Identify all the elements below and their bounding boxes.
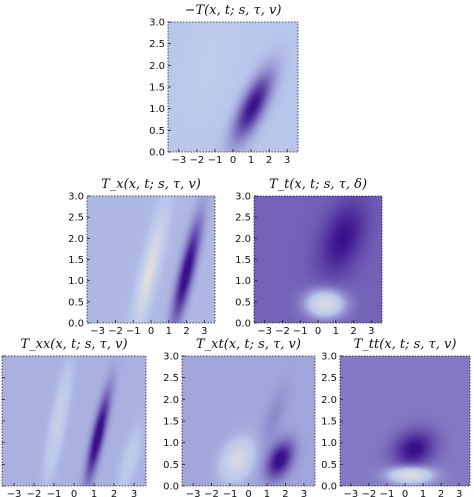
- y-tick-label: 0.5: [163, 460, 179, 471]
- y-tick-label: 2.0: [321, 395, 337, 406]
- x-tick-label: −3: [257, 326, 272, 337]
- y-tick-label: 2.5: [68, 213, 84, 224]
- x-tick-label: 2: [438, 489, 444, 497]
- heatmap-image: [254, 196, 382, 323]
- y-tick-label: 1.5: [163, 417, 179, 428]
- y-tick-label: 2.0: [163, 395, 179, 406]
- y-tick-label: 1.5: [321, 417, 337, 428]
- y-tick-label: 2.5: [149, 39, 165, 50]
- y-tick-label: 3.0: [163, 352, 179, 363]
- panel-title: T_tt(x, t; s, τ, v): [354, 337, 457, 352]
- x-tick-label: −2: [190, 155, 205, 166]
- y-tick-label: 1.0: [149, 104, 165, 115]
- y-tick-label: 1.0: [163, 438, 179, 449]
- y-tick-label: 3.0: [149, 18, 165, 29]
- x-tick-label: 2: [282, 489, 288, 497]
- x-tick-label: −2: [204, 489, 219, 497]
- x-tick-label: −2: [27, 489, 42, 497]
- y-tick-label: 2.5: [235, 213, 251, 224]
- x-tick-label: 3: [368, 326, 374, 337]
- heatmap-image: [2, 356, 146, 486]
- x-tick-label: −1: [208, 155, 223, 166]
- y-tick-label: 3.0: [68, 192, 84, 203]
- x-tick-label: −1: [126, 326, 141, 337]
- x-tick-label: 0: [230, 155, 236, 166]
- x-tick-label: −3: [171, 155, 186, 166]
- plot-frame: [181, 355, 316, 487]
- y-tick-label: 1.5: [149, 83, 165, 94]
- heatmap-panel-1: −T(x, t; s, τ, v) −3 −2 −1 0 1 2 3 0.0 0.5 1.0 1.5 2…: [149, 3, 299, 166]
- y-tick-label: 0.0: [163, 482, 179, 493]
- heatmap-panel-6: T_tt(x, t; s, τ, v) −3 −2 −1 0 1 2 3 0.0 0.5 1.0 1.…: [321, 337, 471, 497]
- x-tick-label: 3: [456, 489, 462, 497]
- heatmap-image: [340, 356, 470, 486]
- x-tick-label: 0: [71, 489, 77, 497]
- y-tick-label: 0.0: [321, 482, 337, 493]
- y-tick-label: 2.0: [149, 61, 165, 72]
- y-tick-label: 1.0: [321, 438, 337, 449]
- x-tick-label: 1: [264, 489, 270, 497]
- y-tick-label: 1.0: [235, 276, 251, 287]
- y-tick-label: 0.5: [321, 460, 337, 471]
- x-tick-label: −2: [362, 489, 377, 497]
- x-tick-label: −1: [380, 489, 395, 497]
- panel-title: T_t(x, t; s, τ, δ): [269, 177, 367, 192]
- heatmap-image: [87, 196, 215, 323]
- x-tick-label: 0: [148, 326, 154, 337]
- x-tick-label: 1: [333, 326, 339, 337]
- x-tick-label: 1: [166, 326, 172, 337]
- x-tick-label: 1: [248, 155, 254, 166]
- x-tick-label: 2: [183, 326, 189, 337]
- x-tick-label: 2: [350, 326, 356, 337]
- y-tick-label: 2.5: [321, 373, 337, 384]
- x-tick-label: 0: [315, 326, 321, 337]
- panel-title: T_xt(x, t; s, τ, v): [196, 337, 301, 352]
- x-tick-label: −1: [47, 489, 62, 497]
- y-tick-label: 3.0: [235, 192, 251, 203]
- y-tick-label: 0.0: [235, 319, 251, 330]
- x-tick-label: −3: [90, 326, 105, 337]
- panel-title: −T(x, t; s, τ, v): [185, 3, 282, 18]
- x-tick-label: 2: [266, 155, 272, 166]
- x-tick-label: −3: [186, 489, 201, 497]
- x-tick-label: 3: [284, 155, 290, 166]
- x-tick-label: 3: [301, 489, 307, 497]
- y-tick-label: 0.5: [149, 126, 165, 137]
- x-tick-label: 1: [420, 489, 426, 497]
- y-tick-label: 2.0: [235, 234, 251, 245]
- y-tick-label: 1.5: [68, 255, 84, 266]
- heatmap-panel-3: T_t(x, t; s, τ, δ) −3 −2 −1 0 1 2 3 0.0 0.5 1.0 1.5…: [235, 177, 383, 337]
- x-tick-label: −3: [343, 489, 358, 497]
- x-tick-label: −3: [7, 489, 22, 497]
- y-tick-label: 2.5: [163, 373, 179, 384]
- panel-title: T_xx(x, t; s, τ, v): [20, 337, 127, 352]
- x-tick-label: −1: [293, 326, 308, 337]
- y-tick-label: 0.0: [149, 148, 165, 159]
- x-tick-label: −1: [223, 489, 238, 497]
- heatmap-panel-4: T_xx(x, t; s, τ, v)−3−2−101230.00.51.01.…: [1, 337, 147, 497]
- x-tick-label: 1: [91, 489, 97, 497]
- x-tick-label: 0: [245, 489, 251, 497]
- y-tick-label: 2.0: [68, 234, 84, 245]
- panel-title: T_x(x, t; s, τ, v): [101, 177, 201, 192]
- y-tick-label: 3.0: [321, 352, 337, 363]
- x-tick-label: −2: [108, 326, 123, 337]
- y-tick-label: 0.5: [235, 297, 251, 308]
- heatmap-panel-2: T_x(x, t; s, τ, v) −3 −2 −1 0 1 2 3 0.0 0.5 1.0 1.5…: [68, 177, 216, 337]
- heatmap-image: [182, 356, 315, 486]
- x-tick-label: 3: [201, 326, 207, 337]
- y-tick-label: 1.0: [68, 276, 84, 287]
- heatmap-image: [168, 22, 298, 152]
- y-tick-label: 0.5: [68, 297, 84, 308]
- heatmap-panel-5: T_xt(x, t; s, τ, v) −3 −2 −1 0 1 2 3 0.0 0.5 1.0 1.…: [163, 337, 316, 497]
- x-tick-label: 0: [402, 489, 408, 497]
- x-tick-label: −2: [275, 326, 290, 337]
- y-tick-label: 0.0: [68, 319, 84, 330]
- y-tick-label: 1.5: [235, 255, 251, 266]
- x-tick-label: 3: [131, 489, 137, 497]
- x-tick-label: 2: [111, 489, 117, 497]
